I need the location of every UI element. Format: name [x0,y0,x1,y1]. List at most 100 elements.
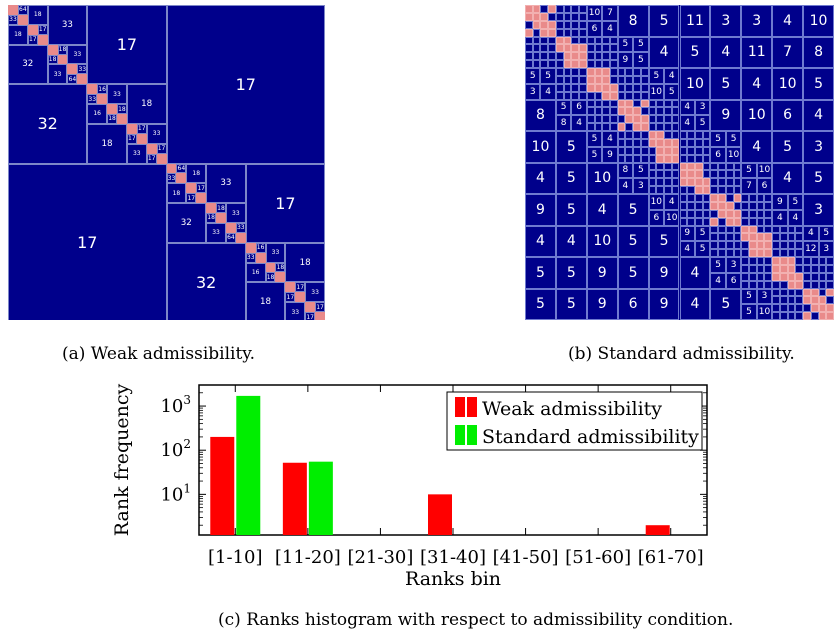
matrix-cell: 9 [648,288,680,320]
matrix-cell: 10 [756,162,773,179]
matrix-block: 18 [285,242,325,283]
matrix-cell [540,5,549,13]
matrix-cell [803,280,811,289]
matrix-cell [725,170,734,179]
matrix-cell [571,12,580,21]
matrix-cell: 3 [710,5,742,37]
matrix-cell: 10 [679,68,711,100]
matrix-block: 33 [225,203,246,223]
matrix-cell [749,272,757,281]
matrix-block: 17 [8,163,167,320]
matrix-cell [656,146,665,155]
matrix-cell [756,225,765,234]
matrix-block: 33 [245,252,256,263]
matrix-cell: 5 [694,241,711,257]
matrix-cell [679,146,688,155]
matrix-cell [810,304,819,313]
matrix-block: 18 [116,104,127,114]
matrix-block: 18 [206,213,217,223]
matrix-cell [694,146,703,155]
matrix-cell [664,170,672,179]
matrix-cell [694,170,703,179]
matrix-cell [563,36,572,45]
matrix-cell [671,178,680,187]
matrix-block: 18 [57,44,68,55]
diagonal-block [176,173,187,184]
matrix-cell [718,225,726,234]
matrix-cell [679,162,688,171]
matrix-cell: 5 [555,257,587,289]
matrix-cell [609,44,618,53]
bar-group [210,395,670,535]
matrix-cell [702,217,711,226]
matrix-cell [609,99,618,108]
matrix-cell [725,186,734,194]
matrix-cell [625,131,634,139]
matrix-cell: 4 [555,225,587,257]
matrix-cell [725,241,734,250]
matrix-cell [741,225,750,234]
matrix-cell [764,194,773,202]
matrix-cell [532,36,541,45]
matrix-cell [702,131,711,139]
matrix-cell: 5 [617,257,649,289]
matrix-cell [702,178,711,187]
y-axis-label: Rank frequency [111,384,133,537]
matrix-cell: 5 [555,99,572,116]
matrix-cell [749,280,757,289]
matrix-cell [702,170,711,179]
matrix-cell [772,257,780,265]
matrix-cell [803,304,811,313]
matrix-cell [810,257,819,265]
matrix-cell [609,60,618,68]
standard-admissibility-matrix: 10 7 6 4 8 5 11 3 3 4 10 5 5 9 5 4 5 4 11 7 8 5 5 3 4 5 4 10 5 10 5 4 10… [525,5,834,320]
matrix-cell: 9 [648,257,680,289]
matrix-cell [656,131,665,139]
matrix-cell [648,170,657,179]
matrix-cell [609,75,618,84]
matrix-cell [764,209,773,218]
matrix-block: 32 [166,242,246,320]
matrix-cell: 5 [555,131,587,163]
matrix-cell [555,28,564,37]
matrix-block: 18 [87,123,127,164]
matrix-cell [571,5,580,13]
matrix-cell [633,83,641,92]
matrix-cell [617,107,626,116]
matrix-cell [764,280,773,289]
matrix-cell: 10 [525,131,556,163]
matrix-cell [555,5,564,13]
matrix-block: 33 [285,302,306,320]
matrix-cell [725,233,734,242]
matrix-cell: 8 [555,115,572,131]
matrix-cell [687,146,695,155]
x-tick-label: [51-60] [565,547,631,568]
matrix-cell [741,272,750,281]
matrix-cell [687,131,695,139]
matrix-cell [571,52,580,61]
matrix-block: 17 [166,5,325,164]
matrix-cell [540,28,549,37]
matrix-cell: 4 [664,194,680,210]
matrix-cell [818,304,827,313]
diagonal-block [225,222,236,233]
matrix-cell: 5 [525,68,541,84]
matrix-cell [671,115,680,124]
matrix-cell [702,146,711,155]
matrix-block: 64 [67,74,78,85]
matrix-cell [648,154,657,163]
matrix-cell: 5 [710,68,742,100]
matrix-cell [764,233,773,242]
matrix-cell [826,257,834,265]
matrix-cell [679,138,688,147]
matrix-cell [710,201,719,210]
matrix-cell [625,75,634,84]
matrix-block: 17 [156,143,167,154]
matrix-cell [733,217,742,226]
matrix-cell: 9 [772,194,788,210]
matrix-cell [718,186,726,194]
matrix-cell [710,249,719,257]
matrix-cell [795,304,804,313]
matrix-cell: 10 [586,162,618,194]
matrix-cell [579,75,587,84]
